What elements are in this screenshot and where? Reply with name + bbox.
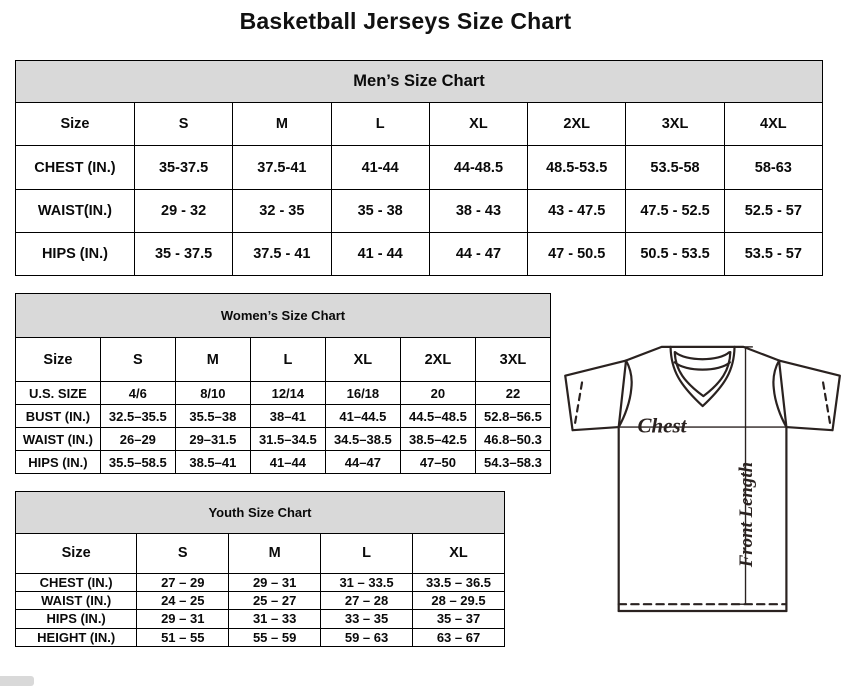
svg-text:Front Length: Front Length (736, 462, 757, 568)
svg-text:Chest: Chest (638, 413, 688, 437)
